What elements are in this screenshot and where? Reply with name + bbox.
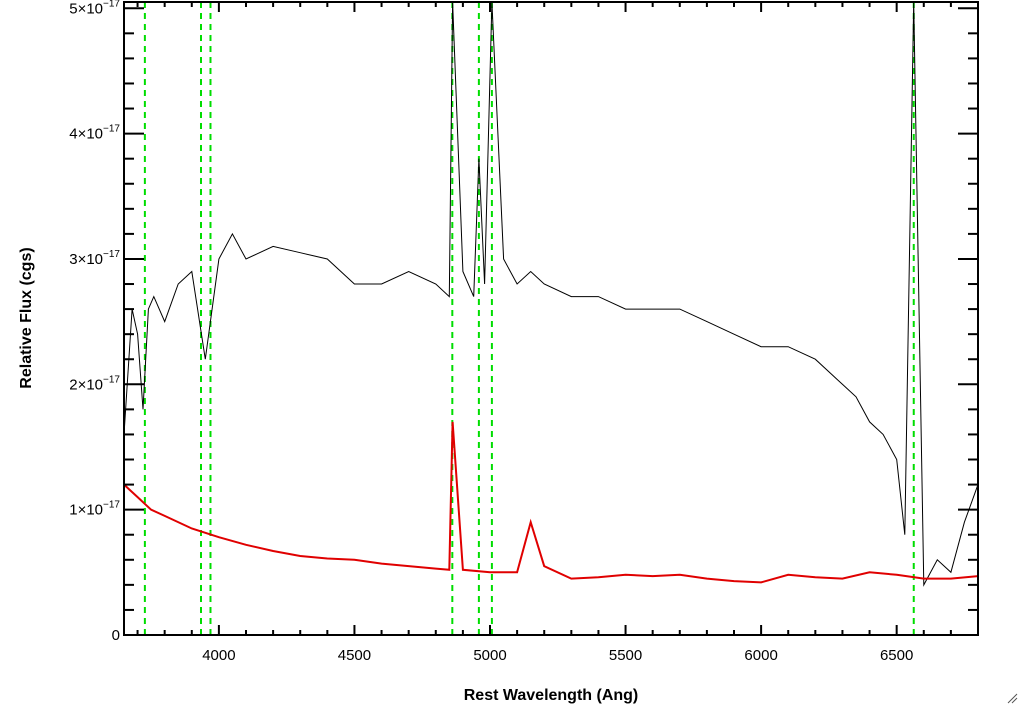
reference-lines — [143, 2, 915, 635]
series-layer — [123, 1, 979, 587]
x-tick-label: 5500 — [609, 647, 642, 664]
y-tick-label: 5×10−17 — [69, 0, 120, 17]
plot-frame — [123, 1, 979, 636]
x-axis-title: Rest Wavelength (Ang) — [464, 687, 639, 704]
x-tick-label: 6500 — [880, 647, 913, 664]
x-axis: 4000 4500 5000 5500 6000 6500 — [136, 2, 979, 664]
resize-grip-icon[interactable] — [1006, 692, 1018, 704]
error-series-line — [123, 421, 979, 584]
y-tick-label: 1×10−17 — [69, 500, 120, 519]
y-tick-label: 4×10−17 — [69, 124, 120, 143]
x-tick-label: 4000 — [202, 647, 235, 664]
y-axis-title: Relative Flux (cgs) — [18, 247, 35, 388]
y-tick-label: 2×10−17 — [69, 374, 120, 393]
x-tick-label: 5000 — [473, 647, 506, 664]
y-tick-label: 0 — [112, 627, 120, 644]
y-axis: 0 1×10−17 2×10−17 3×10−17 4×10−17 5×10−17 — [69, 0, 978, 644]
x-tick-label: 4500 — [338, 647, 371, 664]
y-tick-label: 3×10−17 — [69, 249, 120, 268]
x-tick-label: 6000 — [744, 647, 777, 664]
flux-series-line — [123, 1, 979, 587]
